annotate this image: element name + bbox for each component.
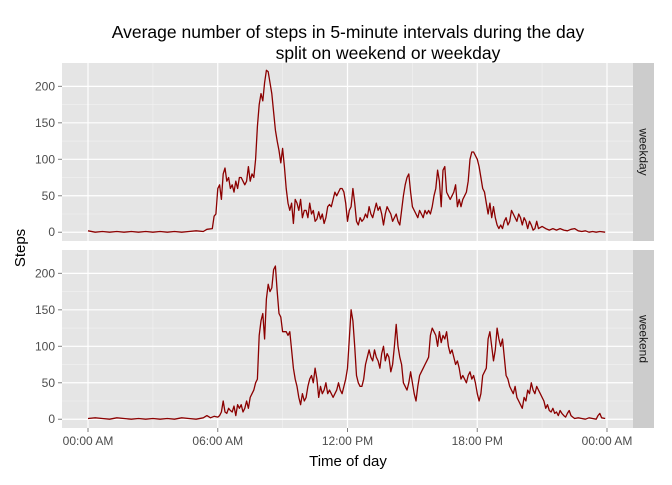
chart-title-line-2: split on weekend or weekday xyxy=(276,43,501,63)
y-tick-label: 200 xyxy=(35,266,55,280)
y-tick-label: 50 xyxy=(42,189,56,203)
series-line-weekday xyxy=(87,69,606,233)
series-line-weekend xyxy=(87,265,606,420)
x-tick-label: 00:00 AM xyxy=(582,434,633,448)
x-axis-title: Time of day xyxy=(309,453,387,470)
facet-strip-label: weekday xyxy=(637,127,651,175)
facet-panels: 0 50 100 150 200 weekday 0 50 100 150 200 weekend xyxy=(35,63,654,428)
x-tick-label: 06:00 AM xyxy=(192,434,243,448)
y-tick-label: 200 xyxy=(35,79,55,93)
facet-strip xyxy=(633,250,654,428)
chart-title-line-1: Average number of steps in 5-minute inte… xyxy=(112,22,585,42)
y-tick-label: 150 xyxy=(35,303,55,317)
x-tick-label: 00:00 AM xyxy=(63,434,114,448)
y-tick-label: 150 xyxy=(35,116,55,130)
y-tick-label: 0 xyxy=(48,412,55,426)
facet-panel-weekday: 0 50 100 150 200 weekday xyxy=(35,63,654,241)
y-tick-label: 100 xyxy=(35,152,55,166)
y-axis-title: Steps xyxy=(12,229,29,267)
facet-strip-label: weekend xyxy=(637,314,651,363)
y-tick-label: 50 xyxy=(42,376,56,390)
x-tick-label: 12:00 PM xyxy=(322,434,373,448)
y-tick-label: 0 xyxy=(48,225,55,239)
x-axis: 00:00 AM 06:00 AM 12:00 PM 18:00 PM 00:00 AM xyxy=(63,428,633,448)
facet-panel-weekend: 0 50 100 150 200 weekend xyxy=(35,250,654,428)
y-tick-label: 100 xyxy=(35,339,55,353)
x-tick-label: 18:00 PM xyxy=(452,434,503,448)
facet-strip xyxy=(633,63,654,241)
